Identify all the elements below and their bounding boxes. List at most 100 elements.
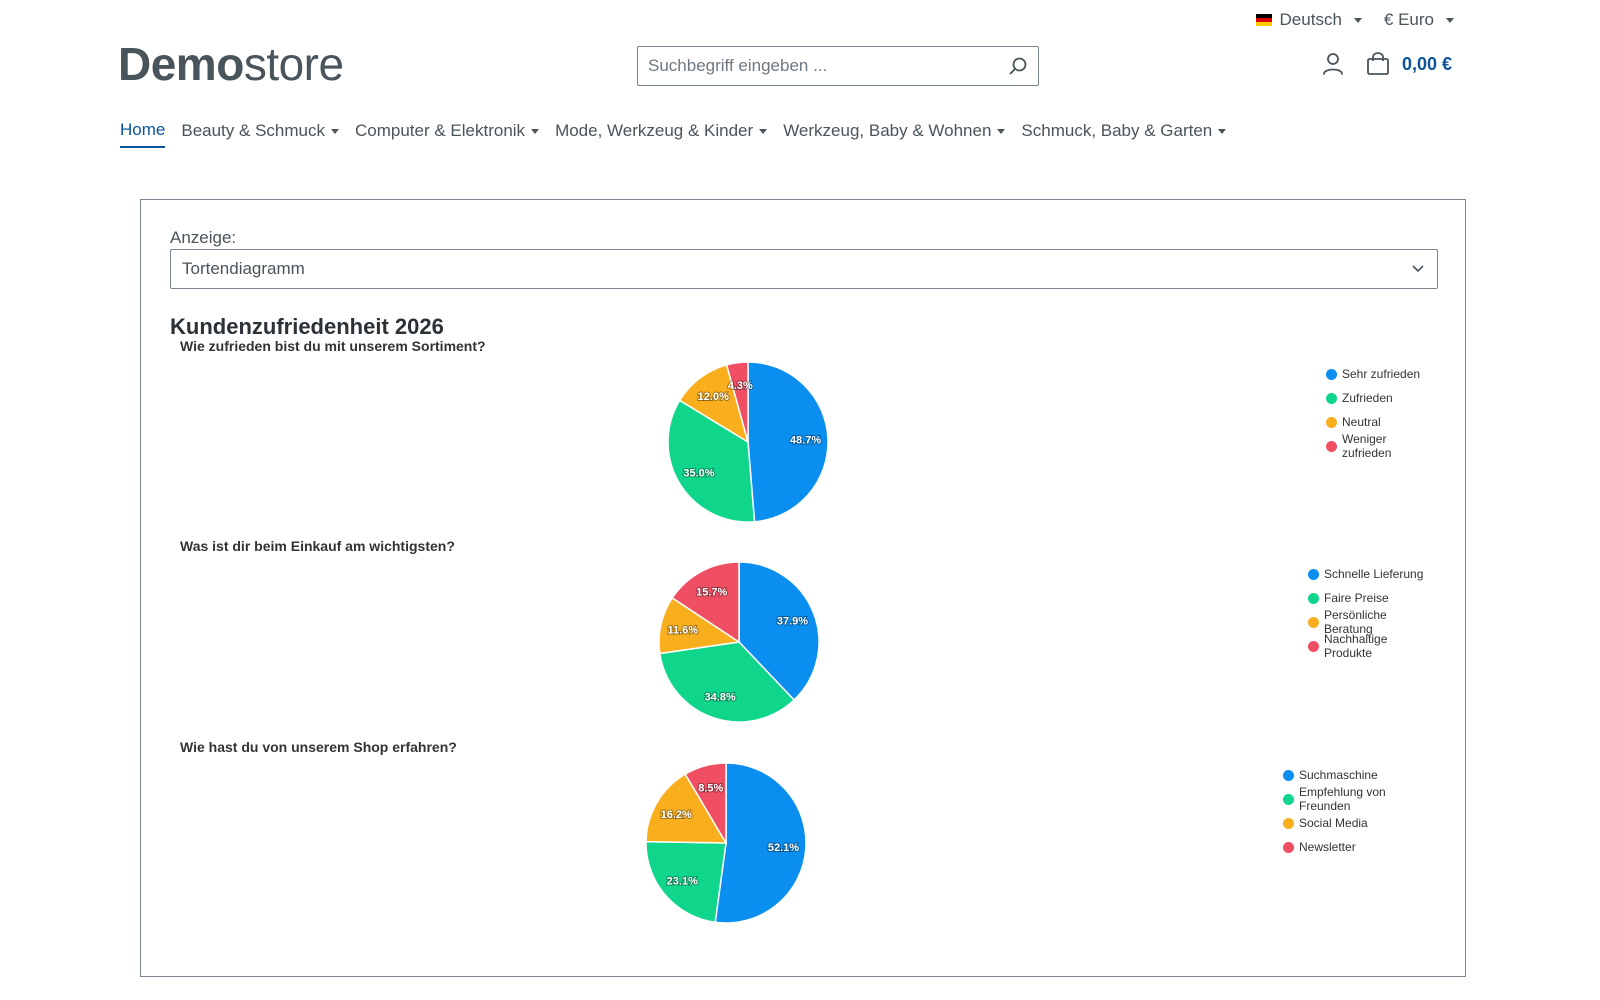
chart-title: Was ist dir beim Einkauf am wichtigsten? — [180, 538, 455, 554]
cart-button[interactable]: 0,00 € — [1366, 52, 1452, 76]
nav-item[interactable]: Mode, Werkzeug & Kinder — [555, 120, 768, 148]
pie-slice[interactable] — [684, 762, 727, 846]
logo-light: store — [243, 38, 344, 90]
display-select[interactable]: Tortendiagramm — [170, 249, 1438, 289]
pie-slice[interactable] — [747, 361, 829, 523]
chevron-down-icon — [997, 128, 1006, 134]
legend-marker — [1326, 440, 1337, 452]
legend-marker — [1283, 841, 1294, 853]
pie-slice[interactable] — [714, 762, 807, 924]
legend-item[interactable]: Empfehlung von Freunden — [1283, 785, 1438, 813]
legend-marker — [1308, 568, 1319, 580]
legend-marker — [1283, 817, 1294, 829]
legend-item[interactable]: Schnelle Lieferung — [1308, 562, 1438, 586]
legend-item[interactable]: Zufrieden — [1326, 386, 1438, 410]
legend-item[interactable]: Neutral — [1326, 410, 1438, 434]
chevron-down-icon — [1218, 128, 1227, 134]
chart-legend: Suchmaschine Empfehlung von Freunden Socia… — [1283, 763, 1438, 859]
chevron-down-icon — [330, 128, 339, 134]
legend-label: Empfehlung von Freunden — [1299, 785, 1386, 813]
chevron-down-icon — [1412, 265, 1424, 273]
german-flag-icon — [1255, 14, 1272, 26]
nav-item-label: Werkzeug, Baby & Wohnen — [783, 121, 992, 140]
legend-item[interactable]: Faire Preise — [1308, 586, 1438, 610]
language-label: Deutsch — [1279, 10, 1342, 29]
chevron-down-icon — [759, 128, 768, 134]
legend-marker — [1283, 793, 1294, 805]
chevron-down-icon — [1353, 17, 1362, 23]
legend-item[interactable]: Sehr zufrieden — [1326, 362, 1438, 386]
display-label: Anzeige: — [170, 228, 237, 247]
content-panel: Anzeige: Tortendiagramm Kundenzufriedenh… — [140, 199, 1466, 977]
pie-slice[interactable] — [645, 773, 728, 844]
slice-data-label: 15.7% — [696, 586, 727, 598]
pie-slice[interactable] — [667, 399, 756, 523]
legend-label: Newsletter — [1299, 840, 1356, 854]
currency-label: € Euro — [1383, 10, 1434, 29]
legend-item[interactable]: Suchmaschine — [1283, 763, 1438, 787]
legend-label: Sehr zufrieden — [1342, 367, 1421, 381]
user-icon — [1323, 53, 1343, 75]
legend-marker — [1283, 769, 1294, 781]
currency-dropdown[interactable]: € Euro — [1384, 10, 1454, 30]
search-button[interactable] — [998, 47, 1038, 85]
main-navigation: Home Beauty & Schmuck Computer & Elektroni… — [120, 120, 1227, 148]
pie-slice[interactable] — [738, 561, 820, 702]
nav-item-label: Beauty & Schmuck — [181, 121, 325, 140]
slice-data-label: 48.7% — [790, 435, 821, 447]
chevron-down-icon — [531, 128, 540, 134]
legend-label: Faire Preise — [1324, 591, 1389, 605]
legend-marker — [1326, 392, 1337, 404]
legend-label: Social Media — [1299, 816, 1368, 830]
nav-item[interactable]: Home — [120, 120, 166, 148]
legend-item[interactable]: Persönliche Beratung — [1308, 608, 1438, 636]
slice-data-label: 37.9% — [777, 616, 808, 628]
search-bar — [637, 46, 1039, 86]
store-logo[interactable]: Demostore — [118, 38, 344, 90]
legend-item[interactable]: Nachhaltige Produkte — [1308, 632, 1438, 660]
search-icon — [1009, 57, 1027, 75]
pie-slice[interactable] — [658, 641, 796, 723]
legend-marker — [1308, 616, 1319, 628]
pie-chart: Was ist dir beim Einkauf am wichtigsten?… — [170, 538, 1438, 738]
nav-item[interactable]: Schmuck, Baby & Garten — [1021, 120, 1227, 148]
pie-svg: 37.9% 34.8% 11.6% 15.7% — [658, 561, 820, 723]
legend-marker — [1308, 592, 1319, 604]
slice-data-label: 8.5% — [698, 782, 723, 794]
page-title: Kundenzufriedenheit 2026 — [170, 314, 444, 339]
legend-label: Neutral — [1342, 415, 1381, 429]
pie-slice[interactable] — [671, 561, 740, 644]
legend-label: Suchmaschine — [1299, 768, 1378, 782]
pie-slice[interactable] — [645, 840, 727, 924]
legend-item[interactable]: Social Media — [1283, 811, 1438, 835]
nav-item-label: Computer & Elektronik — [354, 121, 526, 140]
search-input[interactable] — [638, 47, 998, 85]
legend-label: Schnelle Lieferung — [1324, 567, 1424, 581]
nav-item[interactable]: Computer & Elektronik — [354, 120, 540, 148]
language-dropdown[interactable]: Deutsch — [1255, 10, 1362, 30]
shopping-bag-icon — [1367, 52, 1389, 75]
account-button[interactable] — [1322, 52, 1344, 76]
nav-item-label: Home — [120, 120, 166, 139]
legend-item[interactable]: Weniger zufrieden — [1326, 432, 1438, 460]
nav-item-label: Schmuck, Baby & Garten — [1021, 121, 1213, 140]
legend-label: Weniger zufrieden — [1342, 432, 1392, 460]
slice-data-label: 52.1% — [768, 842, 799, 854]
nav-item[interactable]: Werkzeug, Baby & Wohnen — [783, 120, 1006, 148]
slice-data-label: 4.3% — [728, 380, 753, 392]
nav-item[interactable]: Beauty & Schmuck — [181, 120, 339, 148]
header-actions: 0,00 € — [1322, 52, 1452, 76]
slice-data-label: 16.2% — [661, 809, 692, 821]
slice-data-label: 35.0% — [683, 467, 714, 479]
slice-data-label: 12.0% — [698, 391, 729, 403]
pie-chart: Wie zufrieden bist du mit unserem Sortim… — [170, 338, 1438, 538]
pie-slice[interactable] — [678, 363, 750, 444]
topbar: Deutsch € Euro — [1255, 10, 1454, 30]
chart-legend: Schnelle Lieferung Faire Preise Persönlich… — [1308, 562, 1438, 660]
legend-item[interactable]: Newsletter — [1283, 835, 1438, 859]
pie-chart: Wie hast du von unserem Shop erfahren? 52… — [170, 739, 1438, 939]
chevron-down-icon — [1446, 17, 1454, 23]
display-select-value: Tortendiagramm — [182, 259, 305, 278]
pie-slice[interactable] — [725, 361, 749, 443]
legend-label: Persönliche Beratung — [1324, 608, 1387, 636]
